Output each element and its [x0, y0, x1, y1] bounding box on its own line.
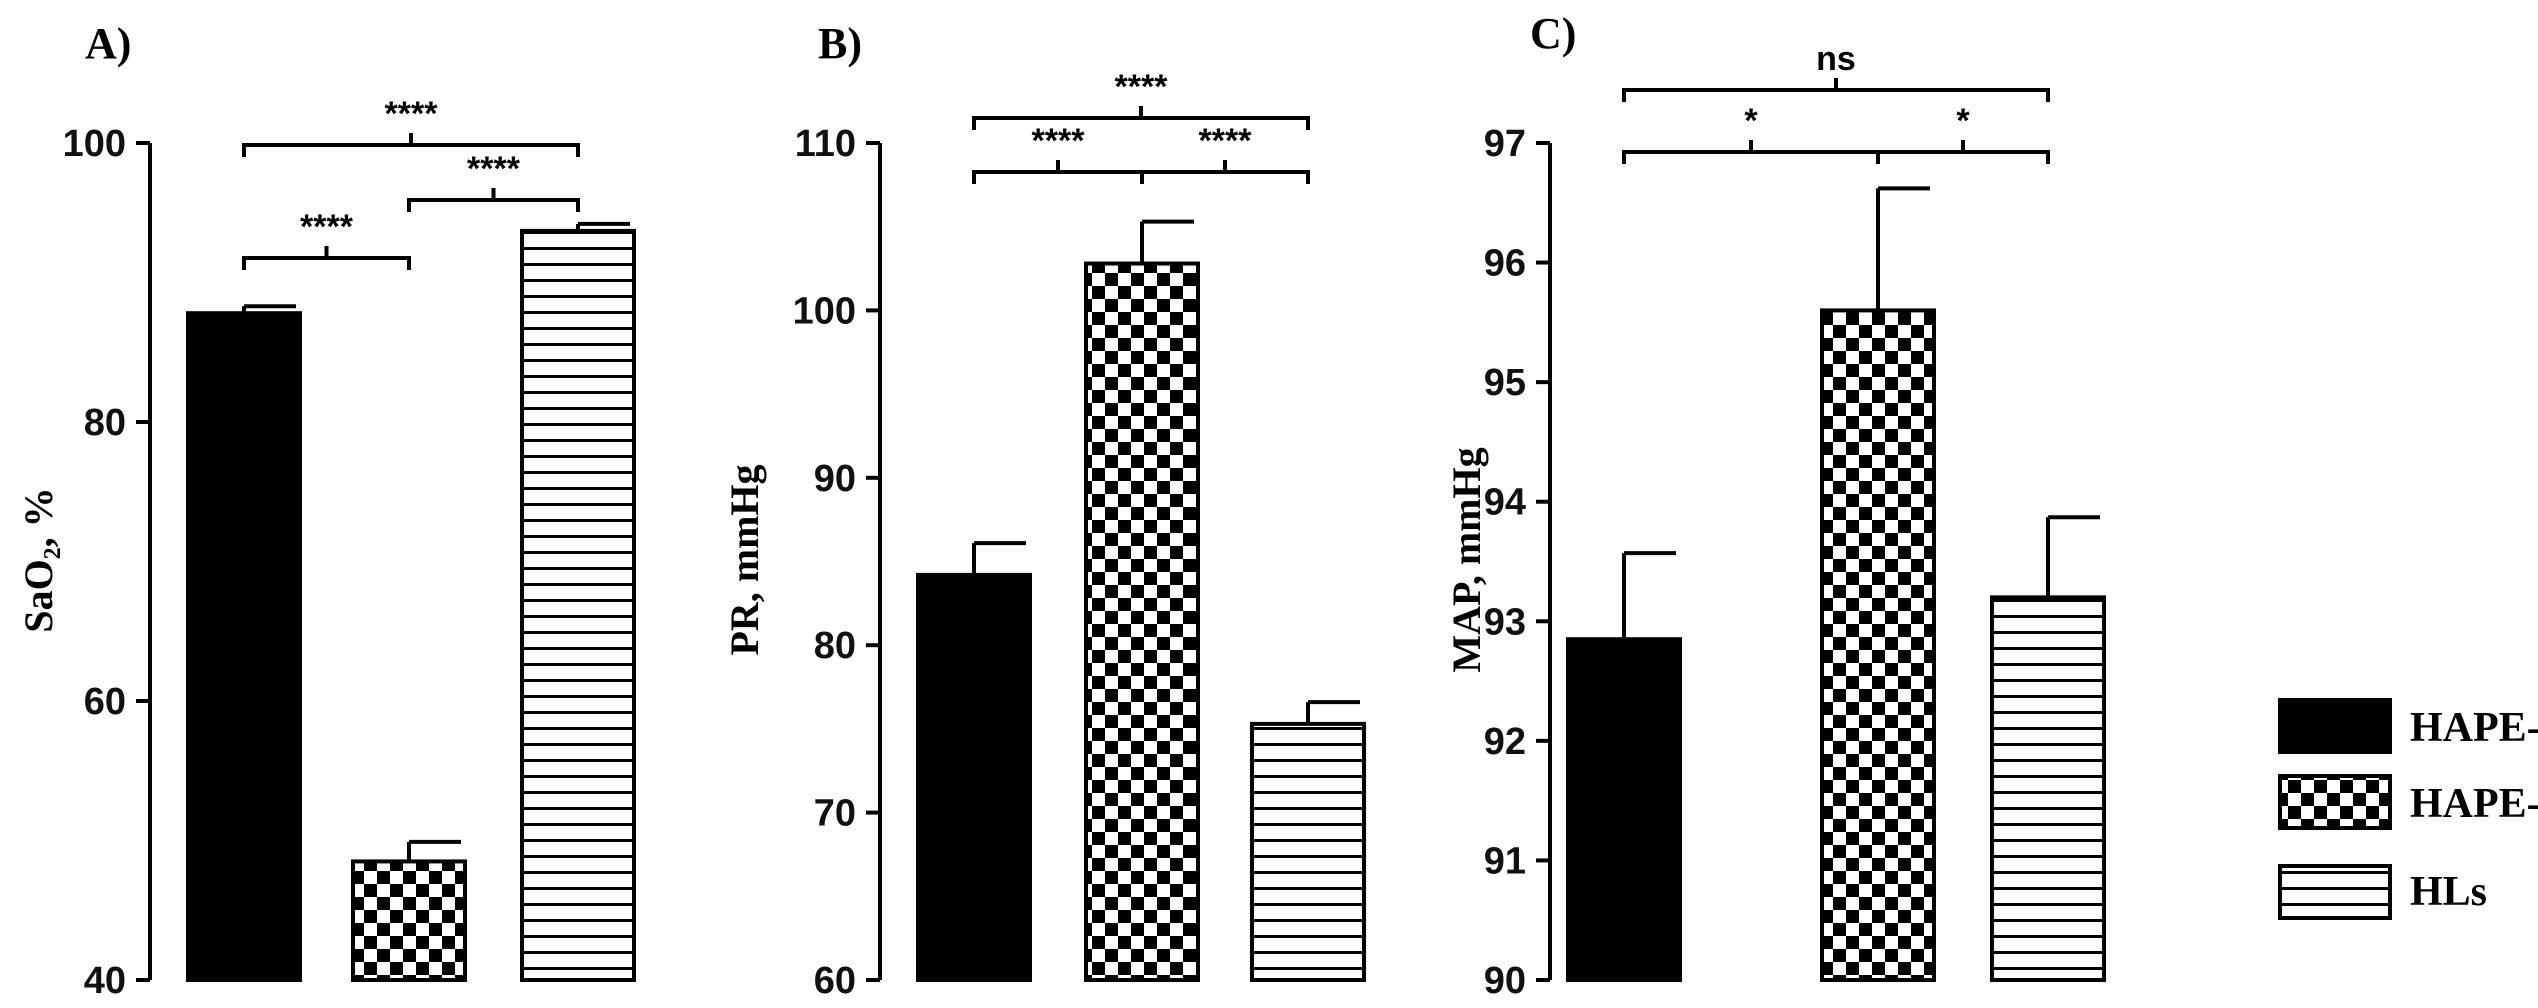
y-tick-label: 93 — [1484, 601, 1526, 643]
significance-label: **** — [300, 208, 354, 246]
y-axis-label: SaO₂, % — [16, 487, 61, 632]
significance-label: **** — [467, 150, 521, 188]
significance-bracket: ns — [1622, 40, 2050, 102]
y-tick-label: 90 — [814, 458, 856, 500]
significance-label: **** — [385, 95, 439, 133]
error-bar-hls — [576, 221, 630, 231]
y-tick-label: 80 — [814, 625, 856, 667]
significance-label: **** — [1115, 68, 1169, 106]
bracket-line — [242, 133, 580, 157]
error-bar-hls — [2046, 515, 2100, 598]
panel-b: B) PR, mmHg 60 70 80 90 100 110 **** **** **** — [722, 19, 1366, 1002]
y-tick-label: 96 — [1484, 243, 1526, 285]
legend-item-hape-f: HAPE-f — [2278, 698, 2538, 754]
y-axis-label: MAP, mmHg — [1444, 447, 1489, 672]
legend: HAPE-f HAPE-p HLs — [2278, 698, 2538, 920]
y-tick-label: 110 — [795, 123, 856, 165]
legend-swatch-hape-p — [2278, 774, 2392, 830]
panel-c: C) MAP, mmHg 90 91 92 93 94 95 96 97 * * ns — [1444, 9, 2106, 1002]
significance-label: **** — [1199, 122, 1253, 160]
error-bar-hape-f — [972, 541, 1026, 575]
significance-label: **** — [1032, 122, 1086, 160]
y-axis-label: PR, mmHg — [722, 464, 767, 655]
legend-swatch-hls — [2278, 864, 2392, 920]
legend-label-hape-p: HAPE-p — [2410, 781, 2538, 827]
y-tick-label: 40 — [84, 960, 126, 1002]
error-bar-hape-p — [1140, 219, 1194, 264]
bracket-line — [407, 188, 580, 212]
significance-bracket: **** — [972, 122, 1144, 184]
bracket-line — [972, 160, 1144, 184]
bar-hls — [1990, 595, 2106, 982]
bar-hape-p — [1820, 308, 1936, 982]
bracket-line — [1622, 78, 2050, 102]
legend-swatch-hape-f — [2278, 698, 2392, 754]
y-tick-label: 70 — [814, 793, 856, 835]
legend-label-hape-f: HAPE-f — [2410, 705, 2538, 751]
bracket-line — [1622, 140, 1880, 164]
bar-hls — [520, 228, 636, 982]
y-tick-label: 97 — [1484, 123, 1526, 165]
bar-hape-f — [1566, 637, 1682, 982]
significance-bracket: **** — [1140, 122, 1310, 184]
panel-a: A) SaO₂, % 40 60 80 100 **** **** **** — [16, 19, 636, 1002]
y-tick-label: 100 — [793, 290, 856, 332]
bar-hape-p — [351, 859, 467, 982]
significance-bracket: * — [1622, 102, 1880, 164]
error-bar-hls — [1306, 700, 1360, 724]
significance-label: ns — [1816, 40, 1856, 78]
y-tick-label: 94 — [1484, 482, 1526, 524]
bar-hape-f — [186, 311, 302, 982]
panel-label: B) — [818, 19, 862, 68]
error-bar-hape-p — [1876, 186, 1930, 311]
significance-bracket: **** — [407, 150, 580, 212]
bar-hls — [1250, 721, 1366, 982]
error-bar-hape-p — [407, 839, 461, 862]
y-tick-label: 92 — [1484, 721, 1526, 763]
y-tick-label: 60 — [814, 960, 856, 1002]
significance-bracket: * — [1876, 102, 2050, 164]
error-bar-hape-f — [242, 304, 296, 314]
significance-bracket: **** — [242, 208, 411, 270]
bracket-line — [242, 246, 411, 270]
bracket-line — [1876, 140, 2050, 164]
y-tick-label: 100 — [63, 123, 126, 165]
legend-item-hls: HLs — [2278, 864, 2487, 920]
significance-bracket: **** — [242, 95, 580, 157]
panel-label: A) — [85, 19, 131, 68]
panel-label: C) — [1530, 9, 1576, 58]
bracket-line — [972, 106, 1310, 130]
error-bar-hape-f — [1622, 551, 1676, 640]
bar-hape-f — [916, 572, 1032, 983]
y-tick-label: 60 — [84, 681, 126, 723]
significance-label: * — [1956, 102, 1970, 140]
y-tick-label: 91 — [1484, 840, 1526, 882]
significance-bracket: **** — [972, 68, 1310, 130]
y-tick-label: 80 — [84, 402, 126, 444]
significance-label: * — [1744, 102, 1758, 140]
bracket-line — [1140, 160, 1310, 184]
y-tick-label: 90 — [1484, 960, 1526, 1002]
y-tick-label: 95 — [1484, 362, 1526, 404]
legend-item-hape-p: HAPE-p — [2278, 774, 2538, 830]
bar-hape-p — [1084, 261, 1200, 982]
legend-label-hls: HLs — [2410, 869, 2487, 915]
